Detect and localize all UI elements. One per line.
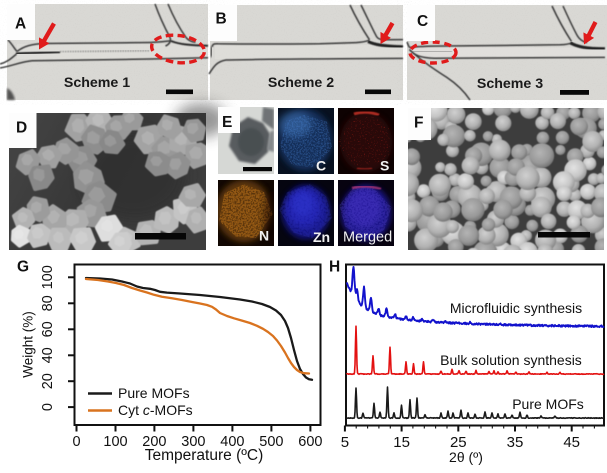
svg-text:Pure MOFs: Pure MOFs xyxy=(512,396,584,412)
svg-text:Bulk solution synthesis: Bulk solution synthesis xyxy=(440,352,582,368)
svg-text:400: 400 xyxy=(220,434,244,450)
svg-text:F: F xyxy=(414,115,423,132)
svg-text:Microfluidic synthesis: Microfluidic synthesis xyxy=(450,300,582,316)
svg-text:E: E xyxy=(222,114,232,131)
svg-text:100: 100 xyxy=(103,434,127,450)
svg-text:Scheme 1: Scheme 1 xyxy=(64,75,130,91)
svg-text:H: H xyxy=(329,259,340,276)
svg-text:Weight (%): Weight (%) xyxy=(21,311,36,378)
svg-text:60: 60 xyxy=(40,321,56,337)
svg-text:N: N xyxy=(259,228,269,244)
svg-text:80: 80 xyxy=(40,295,56,311)
svg-text:5: 5 xyxy=(341,434,349,451)
svg-text:100: 100 xyxy=(40,265,56,289)
svg-text:B: B xyxy=(216,11,227,28)
svg-text:500: 500 xyxy=(259,434,283,450)
svg-text:20: 20 xyxy=(40,373,56,389)
svg-text:35: 35 xyxy=(507,434,524,451)
svg-text:200: 200 xyxy=(142,434,166,450)
svg-text:Scheme 3: Scheme 3 xyxy=(477,76,543,92)
svg-text:300: 300 xyxy=(181,434,205,450)
svg-text:C: C xyxy=(417,13,428,30)
svg-text:45: 45 xyxy=(563,434,580,451)
svg-text:A: A xyxy=(15,16,26,33)
svg-text:0: 0 xyxy=(40,403,56,411)
svg-text:25: 25 xyxy=(450,434,467,451)
svg-text:2θ (º): 2θ (º) xyxy=(449,449,483,465)
svg-text:Temperature (ºC): Temperature (ºC) xyxy=(145,447,264,464)
svg-text:Cyt c-MOFs: Cyt c-MOFs xyxy=(118,402,193,418)
svg-text:S: S xyxy=(380,158,389,174)
svg-text:G: G xyxy=(17,259,29,276)
svg-text:40: 40 xyxy=(40,347,56,363)
svg-text:0: 0 xyxy=(72,434,80,450)
svg-text:15: 15 xyxy=(393,434,410,451)
svg-text:D: D xyxy=(16,120,27,137)
svg-text:Scheme 2: Scheme 2 xyxy=(268,75,334,91)
svg-text:Zn: Zn xyxy=(313,229,330,245)
svg-text:Merged: Merged xyxy=(343,230,392,246)
svg-text:C: C xyxy=(316,158,326,174)
svg-text:Pure MOFs: Pure MOFs xyxy=(118,385,190,401)
svg-text:600: 600 xyxy=(298,434,322,450)
